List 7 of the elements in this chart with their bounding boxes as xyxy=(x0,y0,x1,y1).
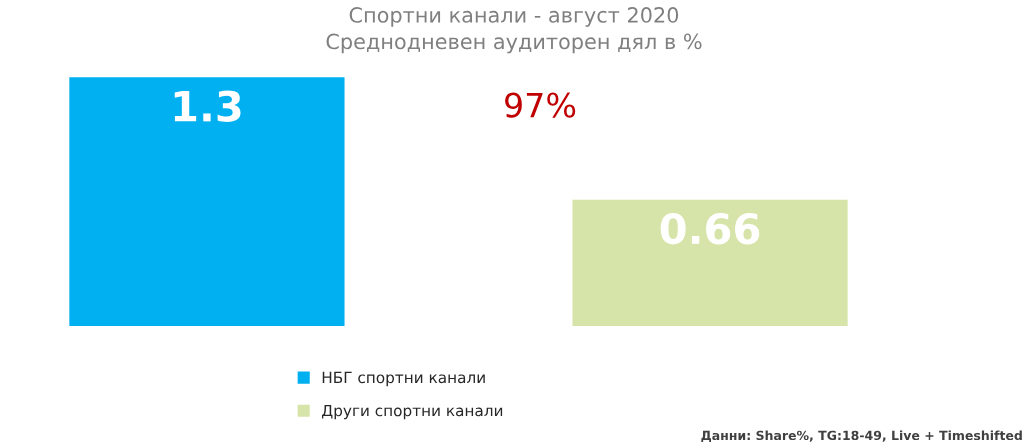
data-label: 1.3 xyxy=(174,90,241,122)
chart-title: Спортни канали - август 2020 Среднодневен аудиторен дял в % xyxy=(326,7,702,54)
data-label: 0.66 xyxy=(660,212,760,245)
text: Данни: Share%, TG:18-49, Live + Timeshifted xyxy=(701,430,1022,442)
legend-label: Други спортни канали xyxy=(322,404,503,420)
annotation: 97% xyxy=(505,92,576,118)
legend-label: НБГ спортни канали xyxy=(322,371,485,387)
